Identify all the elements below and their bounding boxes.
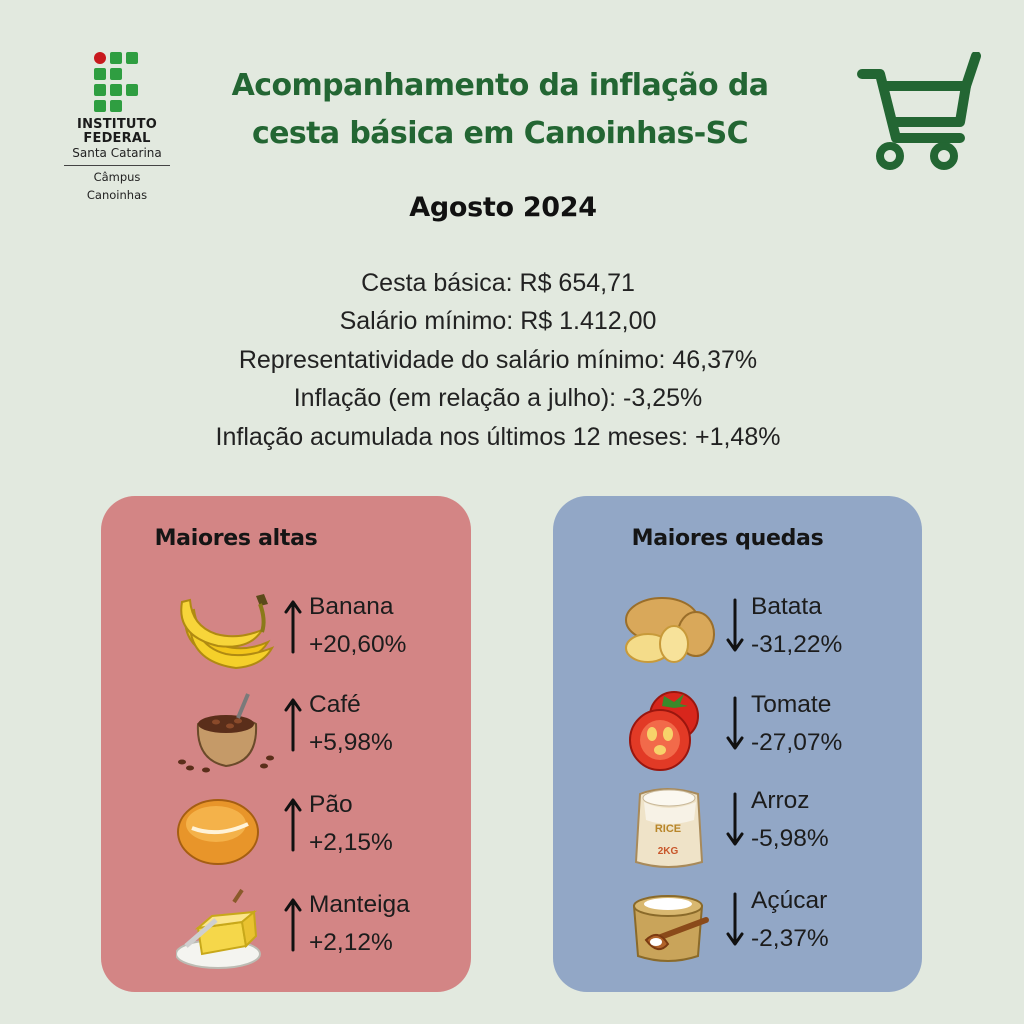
item-name: Tomate xyxy=(751,691,832,718)
arrow-down-icon xyxy=(726,892,744,946)
list-item-pao: Pão +2,15% xyxy=(176,788,466,878)
tomato-icon xyxy=(629,691,699,771)
list-item-tomate: Tomate -27,07% xyxy=(618,688,918,778)
shopping-cart-icon xyxy=(857,52,981,170)
logo-text-city: Canoinhas xyxy=(86,188,148,202)
ifsc-logo: INSTITUTO FEDERAL Santa Catarina Câmpus … xyxy=(62,52,172,202)
item-change: -31,22% xyxy=(751,631,843,658)
month-heading: Agosto 2024 xyxy=(409,192,597,223)
logo-text-federal: FEDERAL xyxy=(83,131,151,146)
item-change: -2,37% xyxy=(751,925,829,952)
maiores-altas-panel: Maiores altas Banana +20,60% xyxy=(101,496,471,992)
item-name: Batata xyxy=(751,593,822,620)
item-name: Açúcar xyxy=(751,887,828,914)
list-item-arroz: RICE 2KG Arroz -5,98% xyxy=(618,784,918,874)
ifsc-logo-mark xyxy=(93,52,141,112)
page-title: Acompanhamento da inflação da cesta bási… xyxy=(200,62,800,158)
maiores-altas-title: Maiores altas xyxy=(154,526,318,551)
arrow-down-icon xyxy=(726,792,744,846)
butter-icon xyxy=(176,888,261,969)
arrow-down-icon xyxy=(726,598,744,652)
item-change: -27,07% xyxy=(751,729,843,756)
stat-salario-minimo: Salário mínimo: R$ 1.412,00 xyxy=(339,307,657,336)
item-change: +5,98% xyxy=(309,729,393,756)
logo-text-campus: Câmpus xyxy=(93,170,141,184)
item-change: +2,15% xyxy=(309,829,393,856)
stat-representatividade: Representatividade do salário mínimo: 46… xyxy=(238,345,758,374)
potato-icon xyxy=(625,597,715,663)
maiores-quedas-title: Maiores quedas xyxy=(631,526,824,551)
logo-text-state: Santa Catarina xyxy=(64,146,170,166)
stat-inflacao-mes: Inflação (em relação a julho): -3,25% xyxy=(293,384,703,413)
list-item-acucar: Açúcar -2,37% xyxy=(618,884,918,974)
summary-stats: Cesta básica: R$ 654,71 Salário mínimo: … xyxy=(0,264,996,456)
arrow-up-icon xyxy=(284,600,302,654)
coffee-beans-icon xyxy=(178,693,274,773)
arrow-down-icon xyxy=(726,696,744,750)
list-item-batata: Batata -31,22% xyxy=(618,590,918,680)
logo-text-instituto: INSTITUTO xyxy=(77,117,157,132)
bread-icon xyxy=(177,799,259,865)
arrow-up-icon xyxy=(284,698,302,752)
maiores-quedas-panel: Maiores quedas Batata -31,22% xyxy=(553,496,922,992)
list-item-cafe: Café +5,98% xyxy=(176,688,466,778)
item-name: Café xyxy=(309,691,361,718)
item-name: Banana xyxy=(309,593,394,620)
item-name: Arroz xyxy=(751,787,810,814)
title-line-2: cesta básica em Canoinhas-SC xyxy=(252,116,749,151)
list-item-manteiga: Manteiga +2,12% xyxy=(176,888,466,978)
rice-bag-label: RICE xyxy=(655,823,681,835)
title-line-1: Acompanhamento da inflação da xyxy=(231,68,769,103)
item-name: Manteiga xyxy=(309,891,410,918)
arrow-up-icon xyxy=(284,898,302,952)
item-change: +2,12% xyxy=(309,929,393,956)
item-name: Pão xyxy=(309,791,353,818)
rice-bag-icon: RICE 2KG xyxy=(634,788,704,868)
stat-inflacao-12-meses: Inflação acumulada nos últimos 12 meses:… xyxy=(215,422,781,451)
sugar-sack-icon xyxy=(632,895,709,962)
rice-bag-weight: 2KG xyxy=(658,846,679,857)
banana-icon xyxy=(180,594,275,670)
list-item-banana: Banana +20,60% xyxy=(176,590,466,680)
arrow-up-icon xyxy=(284,798,302,852)
item-change: -5,98% xyxy=(751,825,829,852)
stat-cesta-basica: Cesta básica: R$ 654,71 xyxy=(361,269,635,297)
item-change: +20,60% xyxy=(309,631,407,658)
